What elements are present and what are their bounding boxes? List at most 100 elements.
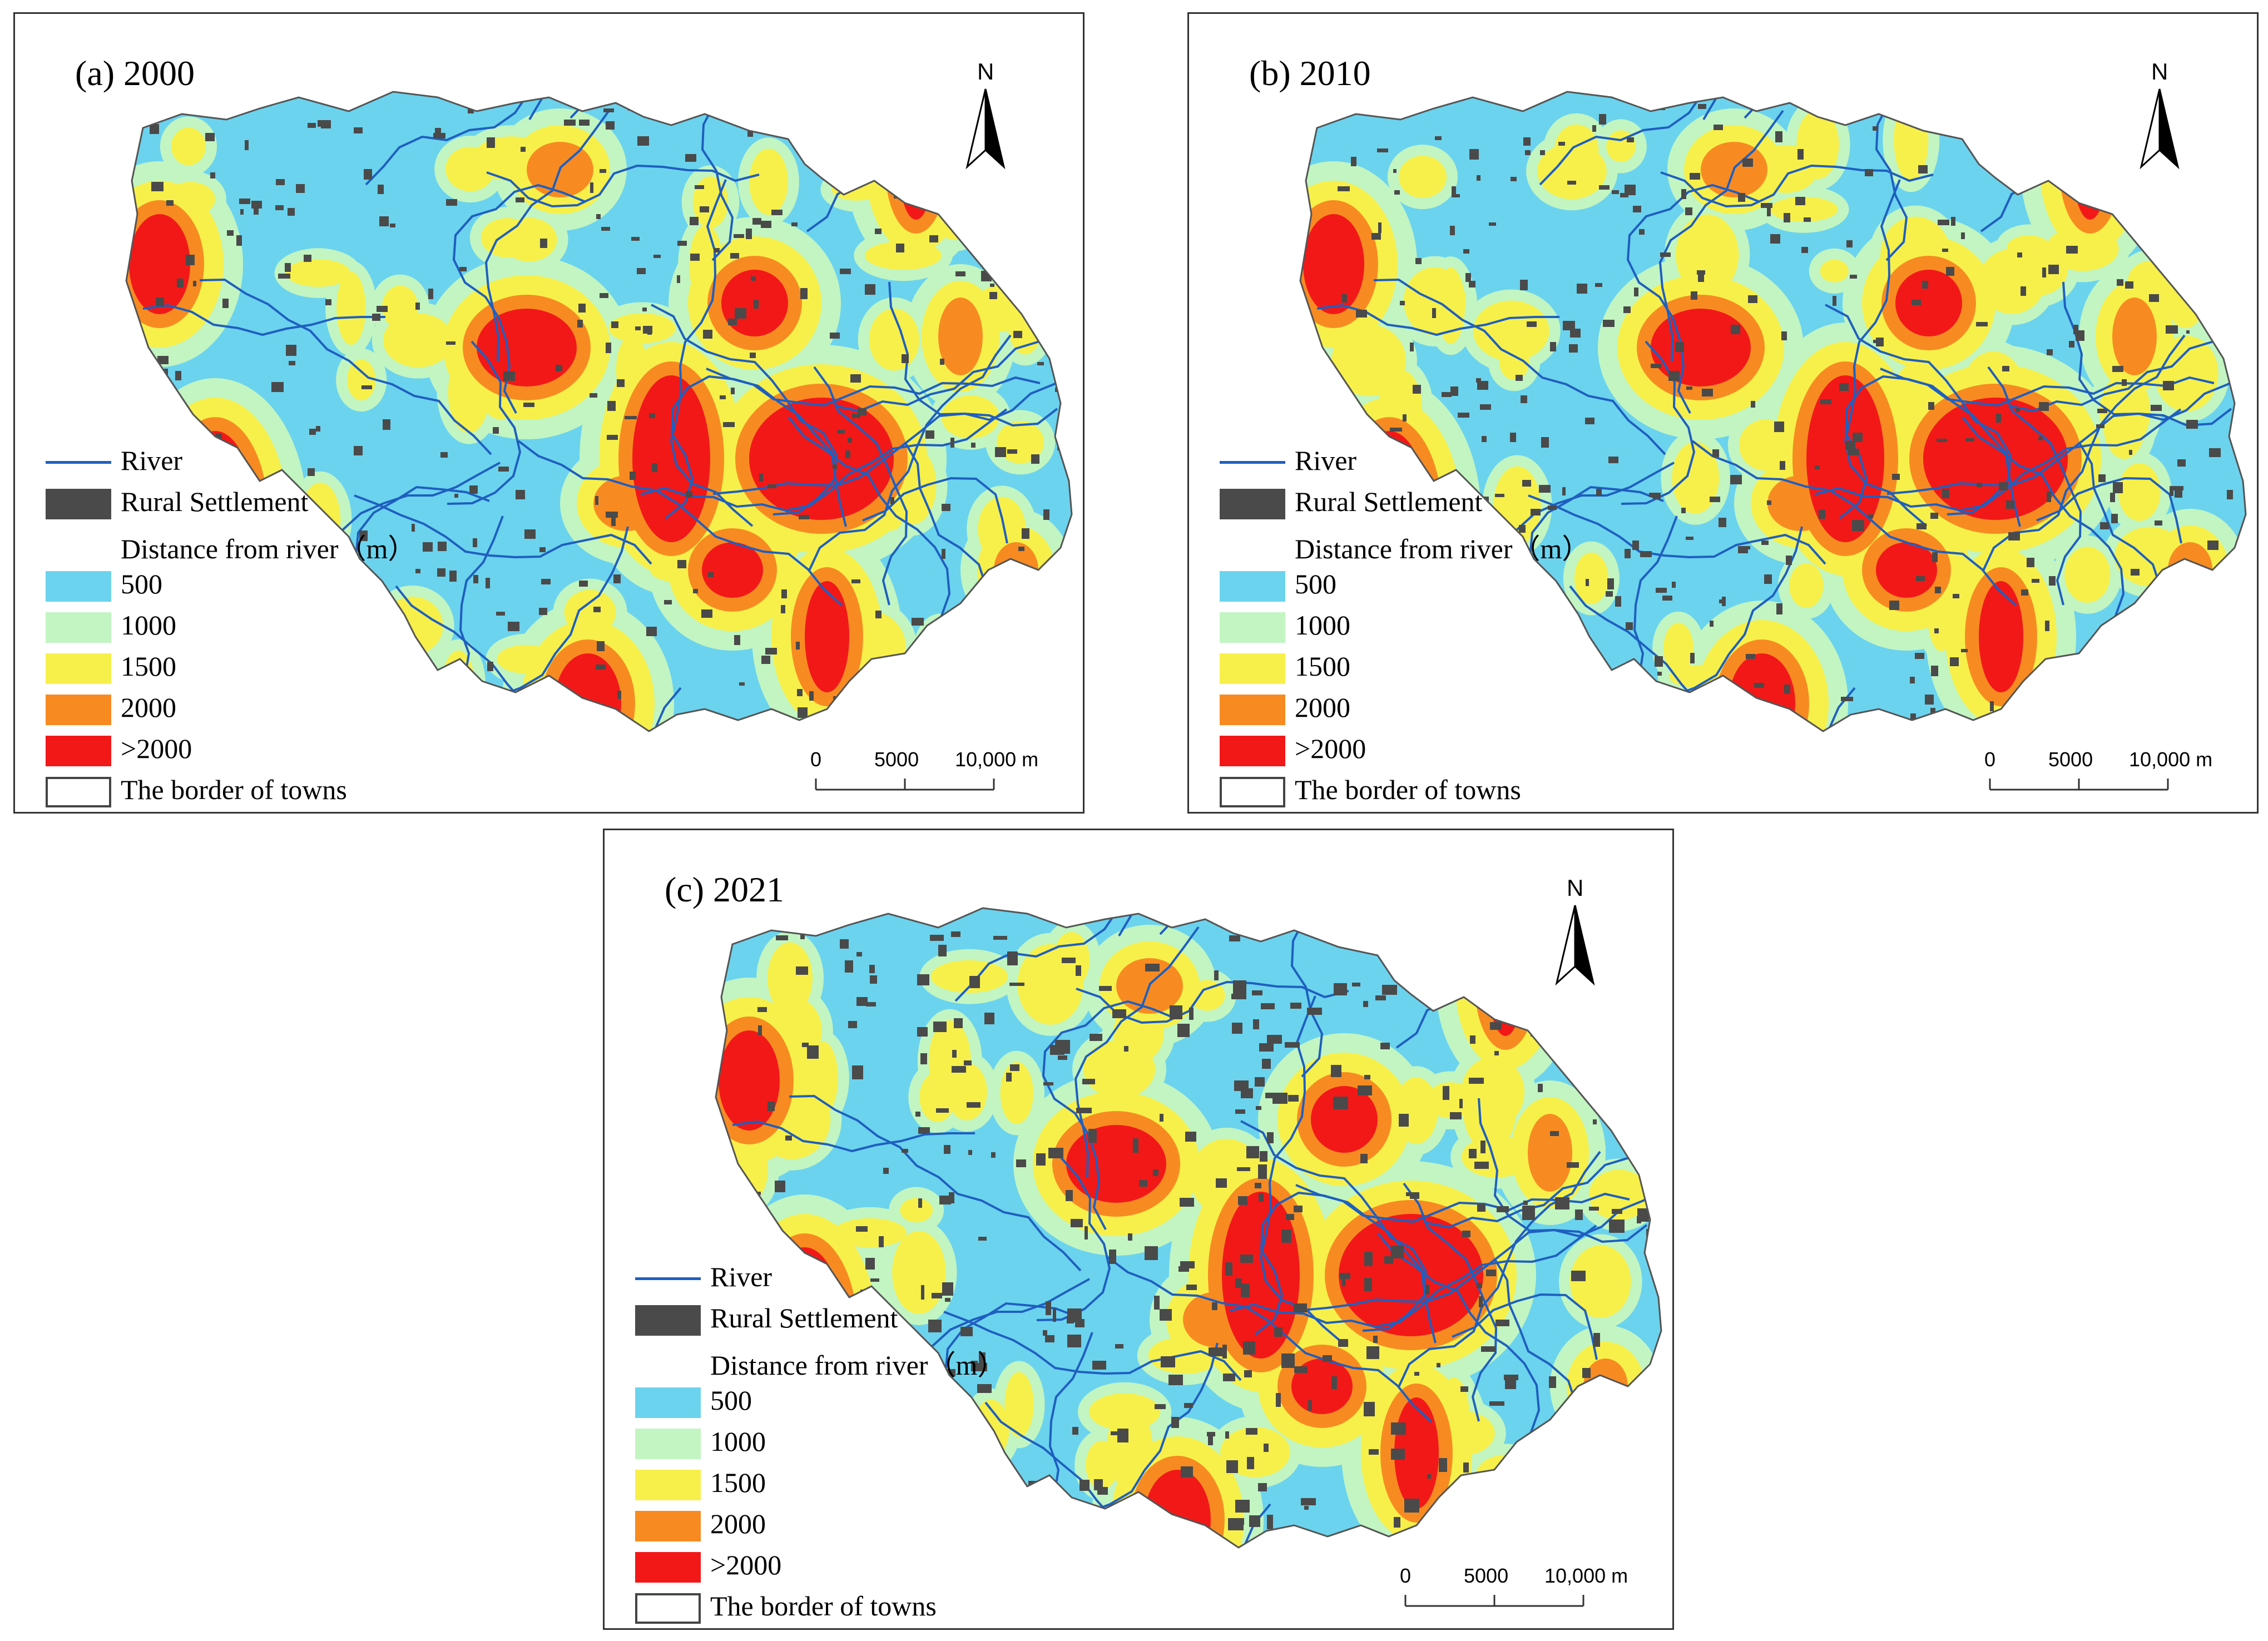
settlement-patch: [1111, 1431, 1125, 1435]
settlement-patch: [894, 1494, 906, 1508]
settlement-patch: [2163, 381, 2174, 390]
settlement-patch: [157, 356, 169, 364]
settlement-patch: [1489, 1401, 1504, 1406]
settlement-patch: [723, 422, 735, 427]
settlement-patch: [1233, 980, 1246, 994]
river-line: [1880, 368, 2215, 407]
settlement-patch: [2110, 493, 2115, 502]
settlement-patch: [1470, 1035, 1475, 1044]
settlement-patch: [902, 354, 909, 363]
settlement-patch: [1452, 186, 1456, 194]
panel-title: (c) 2021: [665, 870, 785, 909]
settlement-patch: [298, 693, 306, 701]
settlement-patch: [775, 1484, 788, 1490]
settlement-patch: [1567, 181, 1576, 185]
band-1500: [1574, 552, 1608, 604]
scale-label-0: 0: [810, 748, 822, 771]
settlement-patch: [1072, 1506, 1076, 1510]
north-arrow-icon: [965, 88, 1006, 170]
settlement-patch: [1574, 1508, 1578, 1511]
settlement-patch: [1611, 1038, 1616, 1042]
map-panel-2010: (b) 2010 N River Rural Settlement Distan…: [1187, 12, 2259, 814]
settlement-patch: [1075, 1319, 1085, 1327]
settlement-patch: [175, 371, 181, 380]
settlement-patch: [1076, 965, 1081, 976]
legend-label: >2000: [121, 733, 192, 764]
settlement-patch: [1145, 1246, 1158, 1260]
settlement-patch: [2155, 520, 2162, 525]
settlement-patch: [796, 966, 808, 975]
settlement-patch: [2002, 366, 2009, 371]
settlement-patch: [778, 120, 785, 123]
settlement-patch: [2076, 330, 2084, 341]
settlement-patch: [1307, 1008, 1322, 1015]
settlement-patch: [468, 108, 474, 113]
settlement-patch: [1053, 1308, 1056, 1322]
settlement-patch: [428, 289, 433, 299]
band-1500: [1796, 110, 1839, 179]
settlement-patch: [2167, 257, 2173, 267]
settlement-patch: [954, 1018, 963, 1028]
band-1000: [968, 1461, 1025, 1548]
settlement-patch: [1185, 1132, 1196, 1142]
settlement-patch: [1079, 1480, 1090, 1491]
settlement-patch: [1990, 701, 1994, 711]
settlement-patch: [1481, 1346, 1496, 1352]
settlement-patch: [1961, 649, 1968, 652]
settlement-patch: [852, 414, 860, 418]
settlement-patch: [440, 452, 448, 458]
river-line: [943, 1311, 1242, 1381]
settlement-patch: [1161, 1356, 1175, 1367]
settlement-swatch: [1220, 489, 1285, 519]
settlement-patch: [1795, 197, 1805, 205]
settlement-patch: [928, 1320, 942, 1332]
settlement-patch: [215, 689, 221, 692]
settlement-patch: [1043, 509, 1049, 520]
settlement-patch: [1511, 177, 1517, 181]
settlement-patch: [1439, 1458, 1447, 1472]
band-1500: [1554, 124, 1599, 175]
settlement-patch: [2129, 450, 2132, 455]
settlement-patch: [948, 1456, 958, 1468]
settlement-patch: [1480, 1141, 1485, 1153]
settlement-patch: [446, 341, 455, 345]
settlement-patch: [1406, 1192, 1419, 1196]
settlement-patch: [781, 605, 785, 613]
settlement-patch: [1915, 653, 1924, 659]
settlement-patch: [630, 472, 636, 480]
settlement-patch: [2081, 114, 2086, 117]
settlement-patch: [1153, 1169, 1158, 1176]
settlement-patch: [892, 1515, 898, 1526]
settlement-patch: [2184, 175, 2191, 185]
settlement-patch: [875, 611, 882, 618]
settlement-patch: [1496, 1320, 1509, 1326]
settlement-patch: [1076, 1108, 1092, 1113]
settlement-patch: [1628, 1008, 1632, 1022]
settlement-patch: [921, 1285, 924, 1300]
settlement-patch: [364, 169, 372, 180]
band-1500: [608, 313, 676, 344]
settlement-patch: [1448, 991, 1455, 1001]
settlement-patch: [1953, 594, 1959, 598]
settlement-patch: [1019, 159, 1028, 170]
class-swatch: [635, 1470, 701, 1500]
settlement-patch: [1049, 214, 1053, 220]
settlement-patch: [1815, 465, 1820, 469]
settlement-patch: [1463, 249, 1469, 254]
settlement-patch: [1922, 281, 1928, 289]
settlement-patch: [1714, 125, 1723, 130]
settlement-patch: [390, 224, 395, 227]
settlement-patch: [1469, 281, 1475, 287]
settlement-patch: [1852, 520, 1864, 531]
settlement-patch: [1770, 234, 1780, 244]
settlement-patch: [799, 515, 809, 519]
settlement-patch: [617, 691, 621, 699]
settlement-patch: [2101, 153, 2109, 162]
settlement-patch: [1589, 1207, 1599, 1211]
band-1500: [347, 359, 376, 401]
settlement-patch: [1432, 308, 1436, 318]
settlement-patch: [1009, 189, 1014, 197]
band-1000: [1584, 1380, 1651, 1484]
settlement-patch: [2132, 661, 2137, 670]
settlement-patch: [1082, 1079, 1095, 1084]
